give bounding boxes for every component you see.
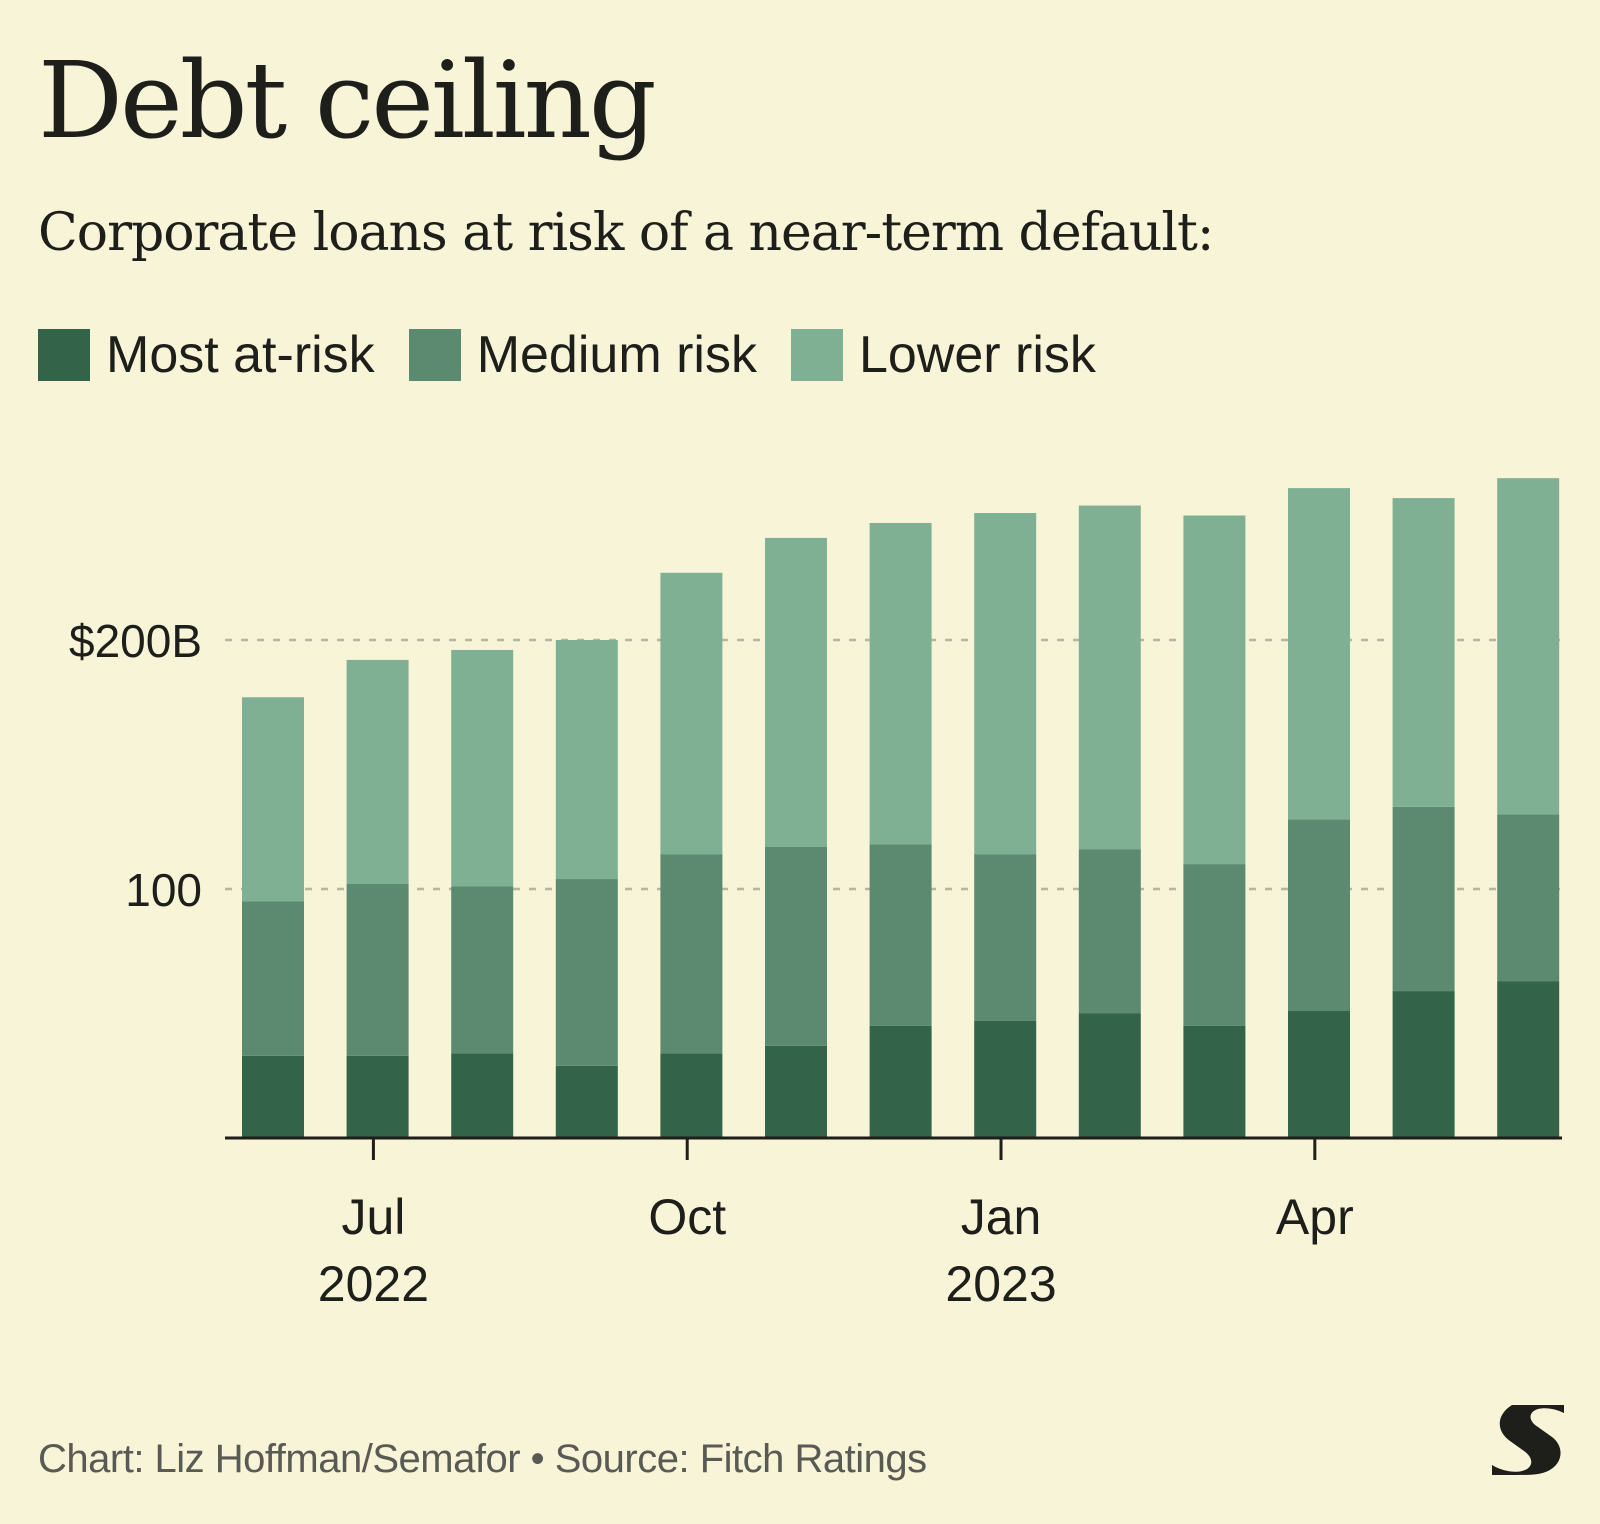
bar-segment-lower-risk: [1078, 505, 1141, 850]
bar-segment-medium-risk: [1078, 849, 1141, 1014]
bar-segment-lower-risk: [1288, 488, 1350, 820]
x-tick-label: Jan: [961, 1189, 1042, 1245]
semafor-s-logo-icon: [1492, 1405, 1564, 1475]
x-tick-label: Apr: [1276, 1189, 1354, 1245]
bar-segment-lower-risk: [1392, 498, 1455, 807]
bar-segment-lower-risk: [765, 537, 827, 847]
legend-item-lower-risk: Lower risk: [790, 325, 1096, 385]
bar-segment-medium-risk: [660, 854, 723, 1054]
legend-label-most-at-risk: Most at-risk: [106, 326, 375, 384]
bar-segment-lower-risk: [555, 640, 618, 880]
legend-swatch-medium-risk: [408, 329, 461, 381]
bar-segment-medium-risk: [974, 854, 1037, 1021]
bar-segment-most-at-risk: [451, 1053, 514, 1138]
bar-segment-lower-risk: [346, 659, 409, 885]
bar-segment-most-at-risk: [765, 1045, 827, 1138]
bar-segment-most-at-risk: [1497, 981, 1560, 1138]
bar-segment-most-at-risk: [555, 1065, 618, 1138]
bar-segment-most-at-risk: [869, 1025, 932, 1138]
bar-segment-most-at-risk: [1183, 1025, 1246, 1138]
bar-segment-medium-risk: [1392, 806, 1455, 992]
chart-title: Debt ceiling: [38, 39, 657, 162]
stacked-bar-chart: 100 $200B Jul 2022 Oct Jan 2023 Apr: [69, 478, 1562, 1312]
bar-segment-lower-risk: [242, 697, 304, 902]
bar-segment-most-at-risk: [1288, 1011, 1350, 1138]
bar-segment-most-at-risk: [242, 1055, 304, 1138]
bar-segment-medium-risk: [1497, 814, 1560, 982]
bar-segment-lower-risk: [660, 572, 723, 855]
bar-segment-lower-risk: [451, 649, 514, 887]
legend-swatch-most-at-risk: [38, 329, 90, 381]
legend-swatch-lower-risk: [790, 329, 843, 381]
legend-item-most-at-risk: Most at-risk: [38, 325, 375, 385]
x-tick-label: Jul: [341, 1189, 405, 1245]
bar-segment-medium-risk: [555, 879, 618, 1066]
bar-segment-medium-risk: [242, 901, 304, 1056]
y-tick-label: $200B: [69, 615, 202, 667]
bar-segment-medium-risk: [1183, 864, 1246, 1026]
legend-item-medium-risk: Medium risk: [408, 325, 757, 385]
legend-label-lower-risk: Lower risk: [858, 326, 1096, 384]
bar-segment-most-at-risk: [1392, 991, 1455, 1138]
chart-subtitle: Corporate loans at risk of a near-term d…: [38, 203, 1214, 263]
bar-segment-most-at-risk: [660, 1053, 723, 1138]
bar-segment-medium-risk: [765, 846, 827, 1046]
y-tick-label: 100: [125, 864, 202, 916]
x-tick-label: Oct: [648, 1189, 726, 1245]
bar-segment-medium-risk: [1288, 819, 1350, 1012]
legend: Most at-risk Medium risk Lower risk: [38, 325, 1130, 385]
bar-segment-most-at-risk: [1078, 1013, 1141, 1138]
bar-segment-lower-risk: [974, 513, 1037, 855]
bar-segment-most-at-risk: [346, 1055, 409, 1138]
legend-label-medium-risk: Medium risk: [476, 326, 757, 384]
bar-segment-lower-risk: [1183, 515, 1246, 865]
bar-segment-most-at-risk: [974, 1020, 1037, 1138]
bar-segment-medium-risk: [346, 884, 409, 1056]
bar-segment-lower-risk: [1497, 478, 1560, 815]
x-tick-year-label: 2022: [318, 1256, 429, 1312]
x-tick-year-label: 2023: [945, 1256, 1056, 1312]
bar-segment-medium-risk: [451, 886, 514, 1054]
bar-segment-medium-risk: [869, 844, 932, 1026]
chart-credit: Chart: Liz Hoffman/Semafor • Source: Fit…: [38, 1437, 927, 1481]
bar-segment-lower-risk: [869, 522, 932, 845]
